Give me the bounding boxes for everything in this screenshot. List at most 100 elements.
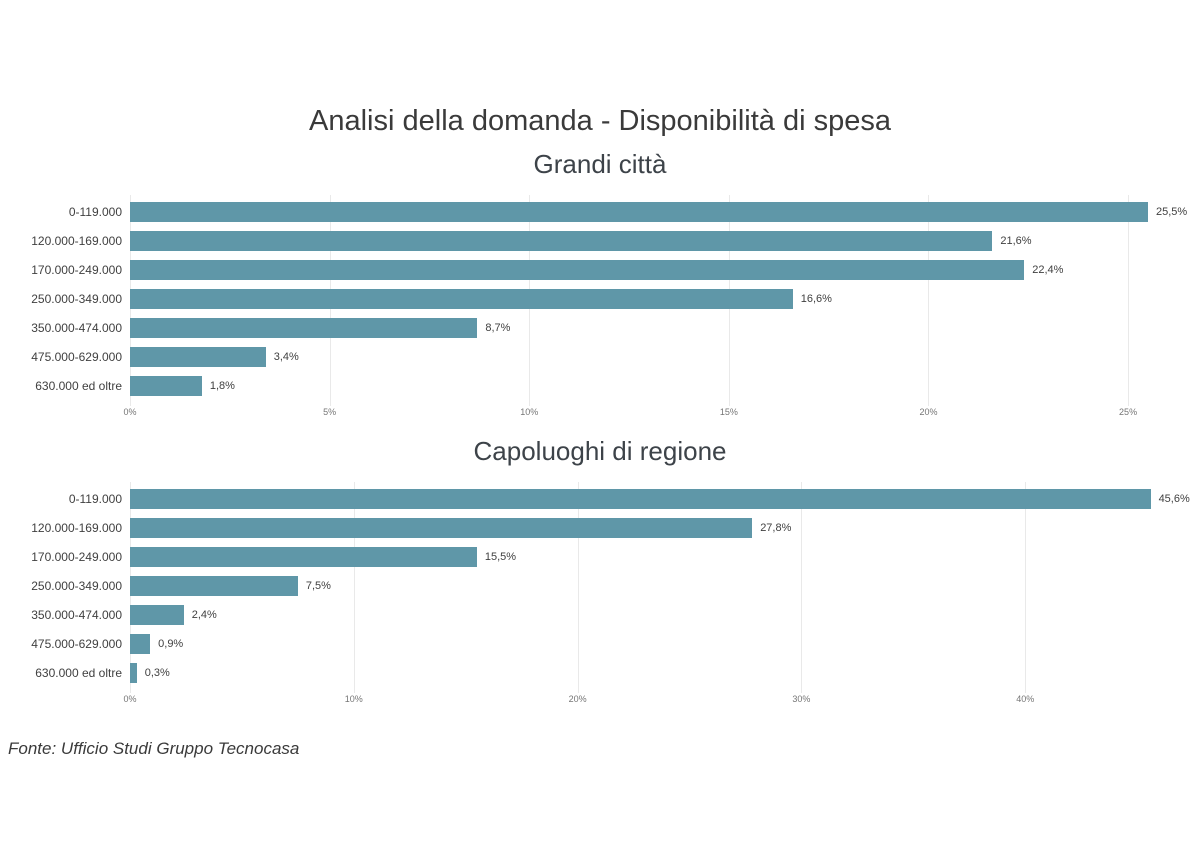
category-label: 630.000 ed oltre <box>35 665 122 680</box>
x-tick-label: 20% <box>919 407 938 417</box>
value-label: 45,6% <box>1158 492 1190 505</box>
category-label: 0-119.000 <box>68 204 122 219</box>
value-label: 7,5% <box>305 579 331 592</box>
x-tick-label: 0% <box>123 694 137 704</box>
category-label: 170.000-249.000 <box>31 549 122 564</box>
chart-capoluoghi-di-regione: Capoluoghi di regione 0-119.000 45,6% 120.… <box>0 435 1200 714</box>
category-label: 0-119.000 <box>68 491 122 506</box>
category-label: 120.000-169.000 <box>31 520 122 535</box>
category-label: 350.000-474.000 <box>31 607 122 622</box>
bar-track: 27,8% <box>130 517 1164 538</box>
x-tick-label: 5% <box>323 407 337 417</box>
bar <box>130 259 1025 280</box>
plot-area: 0-119.000 25,5% 120.000-169.000 21,6% 170.00… <box>0 195 1200 406</box>
gridline <box>1128 195 1130 406</box>
gridline <box>801 482 803 693</box>
bar-track: 7,5% <box>130 575 1164 596</box>
category-label: 475.000-629.000 <box>31 349 122 364</box>
category-label: 250.000-349.000 <box>31 578 122 593</box>
bar-rows: 0-119.000 45,6% 120.000-169.000 27,8% 170.00… <box>0 484 1200 687</box>
bar <box>130 375 202 396</box>
bar-row: 0-119.000 45,6% <box>0 484 1200 513</box>
gridline <box>1025 482 1027 693</box>
bar <box>130 633 151 654</box>
gridline <box>577 482 579 693</box>
gridline <box>928 195 930 406</box>
x-tick-label: 0% <box>123 407 137 417</box>
bar <box>130 604 184 625</box>
bar <box>130 662 137 683</box>
x-axis: 0% 10% 20% 30% 40% <box>123 687 1164 714</box>
plot-area: 0-119.000 45,6% 120.000-169.000 27,8% 170.00… <box>0 482 1200 693</box>
category-label: 250.000-349.000 <box>31 291 122 306</box>
bar-row: 630.000 ed oltre 1,8% <box>0 371 1200 400</box>
category-label: 120.000-169.000 <box>31 233 122 248</box>
bar-row: 350.000-474.000 8,7% <box>0 313 1200 342</box>
bar-row: 170.000-249.000 15,5% <box>0 542 1200 571</box>
x-tick-label: 30% <box>792 694 811 704</box>
value-label: 8,7% <box>485 321 511 334</box>
value-label: 1,8% <box>209 379 235 392</box>
bar-row: 475.000-629.000 3,4% <box>0 342 1200 371</box>
bar-row: 475.000-629.000 0,9% <box>0 629 1200 658</box>
x-tick-label: 10% <box>344 694 363 704</box>
value-label: 3,4% <box>273 350 299 363</box>
bar-track: 45,6% <box>130 488 1190 509</box>
value-label: 2,4% <box>191 608 217 621</box>
value-label: 15,5% <box>484 550 517 563</box>
bar-row: 120.000-169.000 21,6% <box>0 226 1200 255</box>
value-label: 22,4% <box>1032 263 1064 276</box>
bar-rows: 0-119.000 25,5% 120.000-169.000 21,6% 170.00… <box>0 197 1200 400</box>
bar-row: 120.000-169.000 27,8% <box>0 513 1200 542</box>
value-label: 0,9% <box>158 637 184 650</box>
chart-title-grandi-citta: Grandi città <box>533 149 667 179</box>
x-tick-label: 25% <box>1119 407 1138 417</box>
bar-track: 21,6% <box>130 230 1164 251</box>
bar-row: 170.000-249.000 22,4% <box>0 255 1200 284</box>
bar <box>130 317 478 338</box>
category-label: 630.000 ed oltre <box>35 378 122 393</box>
bar-row: 250.000-349.000 16,6% <box>0 284 1200 313</box>
bar-row: 630.000 ed oltre 0,3% <box>0 658 1200 687</box>
bar-track: 0,3% <box>130 662 1164 683</box>
bar <box>130 488 1151 509</box>
bar-track: 8,7% <box>130 317 1164 338</box>
bar-track: 2,4% <box>130 604 1164 625</box>
bar <box>130 517 753 538</box>
value-label: 27,8% <box>760 521 792 534</box>
category-label: 350.000-474.000 <box>31 320 122 335</box>
bar-row: 250.000-349.000 7,5% <box>0 571 1200 600</box>
bar-track: 3,4% <box>130 346 1164 367</box>
bar-track: 15,5% <box>130 546 1164 567</box>
x-tick-label: 40% <box>1016 694 1035 704</box>
bar <box>130 288 793 309</box>
bar <box>130 201 1149 222</box>
bar <box>130 575 298 596</box>
bar-row: 0-119.000 25,5% <box>0 197 1200 226</box>
x-axis: 0% 5% 10% 15% 20% 25% <box>123 400 1164 427</box>
bar-track: 16,6% <box>130 288 1164 309</box>
value-label: 21,6% <box>1000 234 1032 247</box>
value-label: 25,5% <box>1156 205 1188 218</box>
bar-track: 22,4% <box>130 259 1164 280</box>
value-label: 16,6% <box>800 292 832 305</box>
x-tick-label: 10% <box>520 407 539 417</box>
chart-title-capoluoghi-di-regione: Capoluoghi di regione <box>473 436 727 466</box>
bar <box>130 230 993 251</box>
bar-track: 1,8% <box>130 375 1164 396</box>
value-label: 0,3% <box>144 666 170 679</box>
chart-grandi-citta: Grandi città 0-119.000 25,5% 120.000-169.0… <box>0 148 1200 427</box>
main-title: Analisi della domanda - Disponibilità di… <box>309 105 891 137</box>
gridline <box>353 482 355 693</box>
x-tick-label: 15% <box>719 407 738 417</box>
bar-row: 350.000-474.000 2,4% <box>0 600 1200 629</box>
bar-track: 0,9% <box>130 633 1164 654</box>
category-label: 475.000-629.000 <box>31 636 122 651</box>
bar <box>130 346 266 367</box>
bar <box>130 546 477 567</box>
category-label: 170.000-249.000 <box>31 262 122 277</box>
source-note: Fonte: Ufficio Studi Gruppo Tecnocasa <box>8 739 300 758</box>
x-tick-label: 20% <box>568 694 587 704</box>
bar-track: 25,5% <box>130 201 1187 222</box>
